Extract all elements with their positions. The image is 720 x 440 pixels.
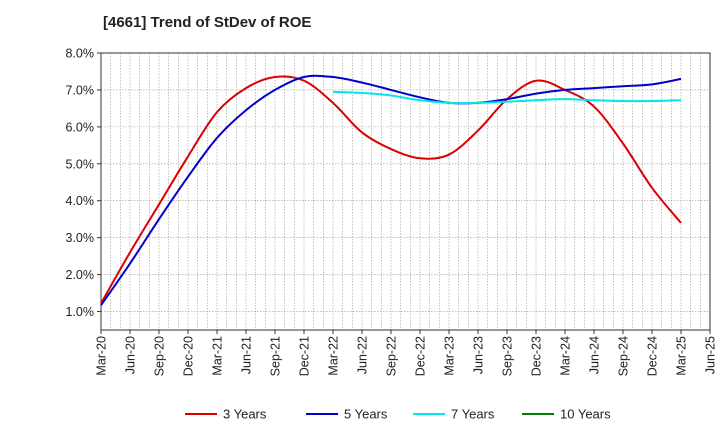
y-axis: 1.0% 2.0% 3.0% 4.0% 5.0% 6.0% 7.0% 8.0% xyxy=(66,47,101,319)
legend-label: 7 Years xyxy=(451,407,495,422)
x-tick-label: Jun-22 xyxy=(356,336,370,374)
y-tick-label: 3.0% xyxy=(66,231,95,245)
chart-title: [4661] Trend of StDev of ROE xyxy=(103,14,312,31)
x-tick-label: Dec-24 xyxy=(646,336,660,376)
x-tick-label: Dec-22 xyxy=(414,336,428,376)
x-tick-label: Sep-21 xyxy=(269,336,283,376)
x-tick-label: Sep-20 xyxy=(153,336,167,376)
x-tick-label: Sep-23 xyxy=(501,336,515,376)
legend-label: 5 Years xyxy=(344,407,388,422)
x-tick-label: Mar-22 xyxy=(327,336,341,376)
x-tick-label: Dec-21 xyxy=(298,336,312,376)
x-axis: Mar-20 Jun-20 Sep-20 Dec-20 Mar-21 Jun-21 Sep-… xyxy=(95,330,718,376)
series-line-7-years xyxy=(332,90,682,105)
x-tick-label: Jun-24 xyxy=(588,336,602,374)
x-tick-label: Mar-23 xyxy=(443,336,457,376)
y-tick-label: 1.0% xyxy=(66,305,95,319)
legend-label: 3 Years xyxy=(223,407,267,422)
x-tick-label: Dec-23 xyxy=(530,336,544,376)
x-tick-label: Sep-24 xyxy=(617,336,631,376)
series-lines xyxy=(100,74,682,306)
y-tick-label: 2.0% xyxy=(66,268,95,282)
y-tick-label: 5.0% xyxy=(66,157,95,171)
x-tick-label: Sep-22 xyxy=(385,336,399,376)
x-tick-label: Jun-25 xyxy=(704,336,718,374)
y-tick-label: 4.0% xyxy=(66,194,95,208)
legend: 3 Years 5 Years 7 Years 10 Years xyxy=(185,407,611,422)
plot-area xyxy=(100,52,711,331)
x-tick-label: Jun-20 xyxy=(124,336,138,374)
x-tick-label: Dec-20 xyxy=(182,336,196,376)
x-tick-label: Mar-25 xyxy=(675,336,689,376)
legend-label: 10 Years xyxy=(560,407,611,422)
y-tick-label: 7.0% xyxy=(66,83,95,97)
x-tick-label: Mar-21 xyxy=(211,336,225,376)
y-tick-label: 6.0% xyxy=(66,120,95,134)
x-tick-label: Mar-20 xyxy=(95,336,109,376)
x-tick-label: Jun-21 xyxy=(240,336,254,374)
series-line-5-years xyxy=(100,74,682,306)
x-tick-label: Mar-24 xyxy=(559,336,573,376)
x-tick-label: Jun-23 xyxy=(472,336,486,374)
grid-lines xyxy=(101,52,710,330)
y-tick-label: 8.0% xyxy=(66,47,95,61)
